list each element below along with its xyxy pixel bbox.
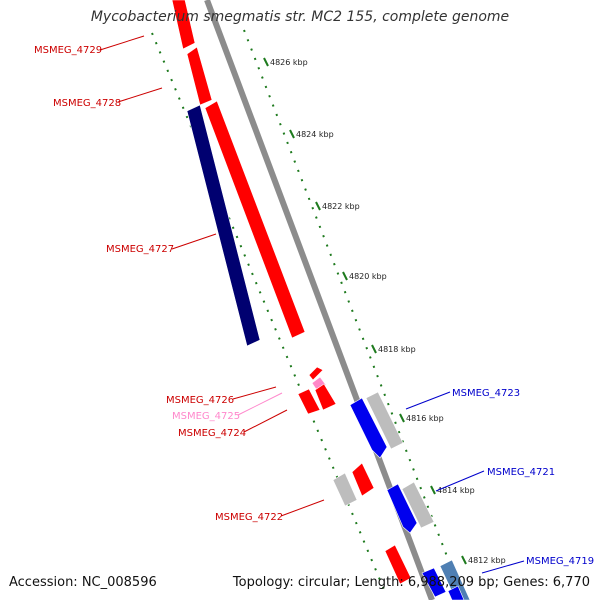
leader-msmeg-4722	[280, 499, 325, 517]
leader-msmeg-4721	[435, 470, 485, 492]
kbp-tick	[342, 271, 348, 281]
kbp-label: 4822 kbp	[322, 202, 360, 211]
kbp-tick	[461, 555, 467, 565]
leader-msmeg-4729	[99, 35, 145, 51]
gene-msmeg-4722[interactable]	[351, 462, 375, 497]
kbp-tick	[263, 57, 269, 67]
leader-msmeg-4724	[243, 409, 288, 433]
gene-msmeg-4719[interactable]	[421, 567, 447, 598]
genome-summary: Topology: circular; Length: 6,988,209 bp…	[232, 575, 590, 590]
gene-msmeg-4729[interactable]	[171, 0, 196, 50]
kbp-label: 4814 kbp	[437, 486, 475, 495]
gene-msmeg-4727-dark[interactable]	[186, 104, 261, 347]
leader-msmeg-4727	[171, 233, 217, 250]
gene-red-bottom[interactable]	[384, 544, 412, 585]
kbp-tick	[289, 129, 295, 139]
leader-msmeg-4723	[405, 391, 451, 410]
label-msmeg-4724[interactable]: MSMEG_4724	[178, 428, 246, 439]
gene-msmeg-4727[interactable]	[204, 100, 306, 339]
gene-msmeg-4724-b[interactable]	[314, 383, 337, 411]
label-msmeg-4723[interactable]: MSMEG_4723	[452, 388, 520, 399]
label-msmeg-4728[interactable]: MSMEG_4728	[53, 98, 121, 109]
kbp-tick-labels: 4826 kbp 4824 kbp 4822 kbp 4820 kbp 4818 kbp…	[263, 57, 506, 565]
leader-msmeg-4726	[232, 386, 277, 400]
kbp-label: 4820 kbp	[349, 272, 387, 281]
label-msmeg-4725[interactable]: MSMEG_4725	[172, 411, 240, 422]
leader-msmeg-4725	[237, 392, 283, 416]
kbp-tick	[399, 413, 405, 423]
kbp-label: 4824 kbp	[296, 130, 334, 139]
leader-msmeg-4728	[117, 87, 163, 103]
label-msmeg-4729[interactable]: MSMEG_4729	[34, 45, 102, 56]
gene-gray-4723[interactable]	[365, 391, 404, 450]
kbp-tick	[315, 201, 321, 211]
kbp-tick	[371, 344, 377, 354]
label-msmeg-4726[interactable]: MSMEG_4726	[166, 395, 234, 406]
tick-guide-inner	[151, 32, 386, 593]
label-msmeg-4721[interactable]: MSMEG_4721	[487, 467, 555, 478]
kbp-tick	[430, 485, 436, 495]
leader-msmeg-4719	[481, 560, 525, 574]
gene-msmeg-4728[interactable]	[186, 46, 213, 106]
kbp-label: 4812 kbp	[468, 556, 506, 565]
gene-msmeg-4719-steel[interactable]	[439, 559, 471, 600]
kbp-label: 4818 kbp	[378, 345, 416, 354]
gene-msmeg-4723[interactable]	[349, 397, 388, 459]
label-msmeg-4727[interactable]: MSMEG_4727	[106, 244, 174, 255]
gene-msmeg-4724-a[interactable]	[297, 388, 321, 415]
label-msmeg-4719[interactable]: MSMEG_4719	[526, 556, 594, 567]
genome-title: Mycobacterium smegmatis str. MC2 155, co…	[90, 9, 510, 25]
gene-blue-bottom[interactable]	[447, 585, 465, 600]
gene-msmeg-4721[interactable]	[386, 483, 418, 534]
tick-guide-outer	[243, 29, 461, 591]
gene-gray-4721[interactable]	[401, 481, 435, 529]
accession-text: Accession: NC_008596	[9, 575, 157, 590]
gene-msmeg-4726[interactable]	[308, 366, 324, 381]
kbp-label: 4816 kbp	[406, 414, 444, 423]
gene-gray-4722[interactable]	[332, 472, 358, 507]
kbp-label: 4826 kbp	[270, 58, 308, 67]
label-msmeg-4722[interactable]: MSMEG_4722	[215, 512, 283, 523]
